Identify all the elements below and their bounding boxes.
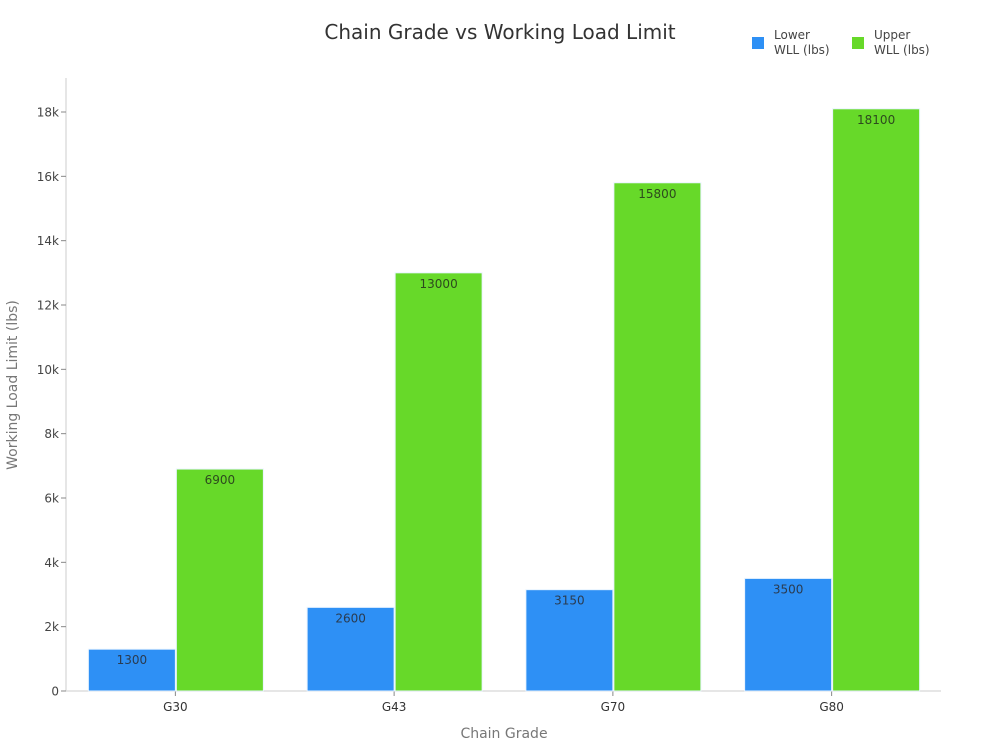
- y-axis-label: Working Load Limit (lbs): [5, 300, 21, 470]
- bar-g30-upper[interactable]: [175, 468, 264, 692]
- legend-item-upper[interactable]: Upper WLL (lbs): [852, 28, 934, 58]
- bar-g80-lower[interactable]: [744, 577, 833, 692]
- legend-label-upper-2: WLL (lbs): [874, 43, 930, 57]
- y-tick-label: 14k: [37, 234, 59, 248]
- legend-swatch-lower: [752, 37, 764, 49]
- legend-item-lower[interactable]: Lower WLL (lbs): [752, 28, 834, 58]
- y-tick-label: 8k: [44, 427, 59, 441]
- legend-label-upper-1: Upper: [874, 28, 911, 42]
- y-tick-label: 10k: [37, 363, 59, 377]
- legend: Lower WLL (lbs) Upper WLL (lbs): [752, 28, 934, 58]
- bar-g43-upper[interactable]: [394, 272, 483, 692]
- x-tick-label: G43: [382, 700, 407, 714]
- bar-value-label: 1300: [117, 653, 148, 667]
- bar-g30-lower[interactable]: [87, 648, 176, 692]
- bar-value-label: 13000: [420, 277, 458, 291]
- y-tick-label: 6k: [44, 492, 59, 506]
- x-tick-label: G70: [601, 700, 626, 714]
- bar-g80-upper[interactable]: [832, 108, 921, 692]
- x-tick-label: G30: [163, 700, 188, 714]
- bar-value-label: 3150: [554, 594, 585, 608]
- legend-label-lower-1: Lower: [774, 28, 810, 42]
- y-tick-label: 12k: [37, 299, 59, 313]
- bar-value-label: 18100: [857, 113, 895, 127]
- y-tick-label: 0: [51, 685, 59, 699]
- y-tick-label: 16k: [37, 170, 59, 184]
- x-tick-label: G80: [819, 700, 844, 714]
- bar-value-label: 15800: [638, 187, 676, 201]
- bar-value-label: 3500: [773, 582, 804, 596]
- chart-title: Chain Grade vs Working Load Limit: [324, 20, 676, 44]
- y-tick-label: 4k: [44, 556, 59, 570]
- bar-g43-lower[interactable]: [306, 606, 395, 692]
- legend-swatch-upper: [852, 37, 864, 49]
- y-tick-label: 18k: [37, 106, 59, 120]
- bar-g70-upper[interactable]: [613, 182, 702, 692]
- y-tick-label: 2k: [44, 620, 59, 634]
- bar-value-label: 2600: [335, 611, 366, 625]
- bar-value-label: 6900: [205, 473, 236, 487]
- x-axis-label: Chain Grade: [460, 726, 547, 742]
- bar-g70-lower[interactable]: [525, 589, 614, 692]
- legend-label-lower-2: WLL (lbs): [774, 43, 830, 57]
- bars: 1300 6900 2600 13000 3150 15800 3500 18100: [87, 108, 921, 692]
